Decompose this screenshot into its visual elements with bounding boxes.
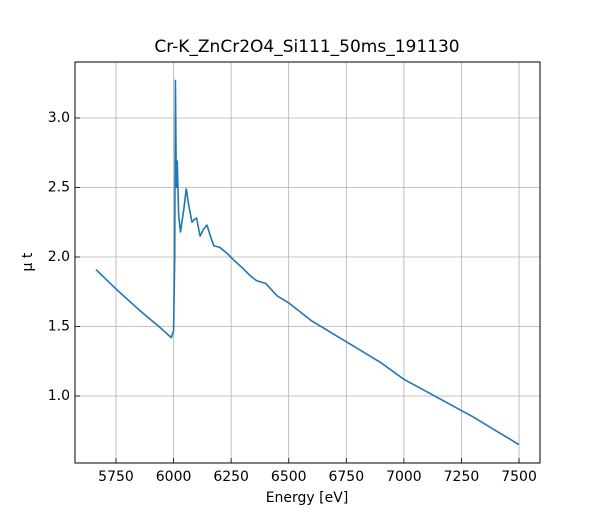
x-tick-label: 5750 [98,469,134,485]
y-axis-label: μ t [20,252,36,271]
x-tick-label: 6000 [156,469,192,485]
y-tick-label: 1.0 [48,388,70,404]
chart-title: Cr-K_ZnCr2O4_Si111_50ms_191130 [154,37,459,57]
x-axis-label: Energy [eV] [266,490,349,506]
y-tick-label: 2.5 [48,180,70,196]
x-tick-label: 6250 [213,469,249,485]
y-tick-label: 1.5 [48,319,70,335]
y-tick-label: 2.0 [48,249,70,265]
plot-frame [74,61,541,464]
x-tick-label: 6750 [328,469,364,485]
data-line [95,79,520,446]
y-tick-label: 3.0 [48,110,70,126]
x-tick-label: 7000 [386,469,422,485]
x-tick-label: 7250 [444,469,480,485]
x-tick-label: 6500 [271,469,307,485]
x-tick-label: 7500 [501,469,537,485]
